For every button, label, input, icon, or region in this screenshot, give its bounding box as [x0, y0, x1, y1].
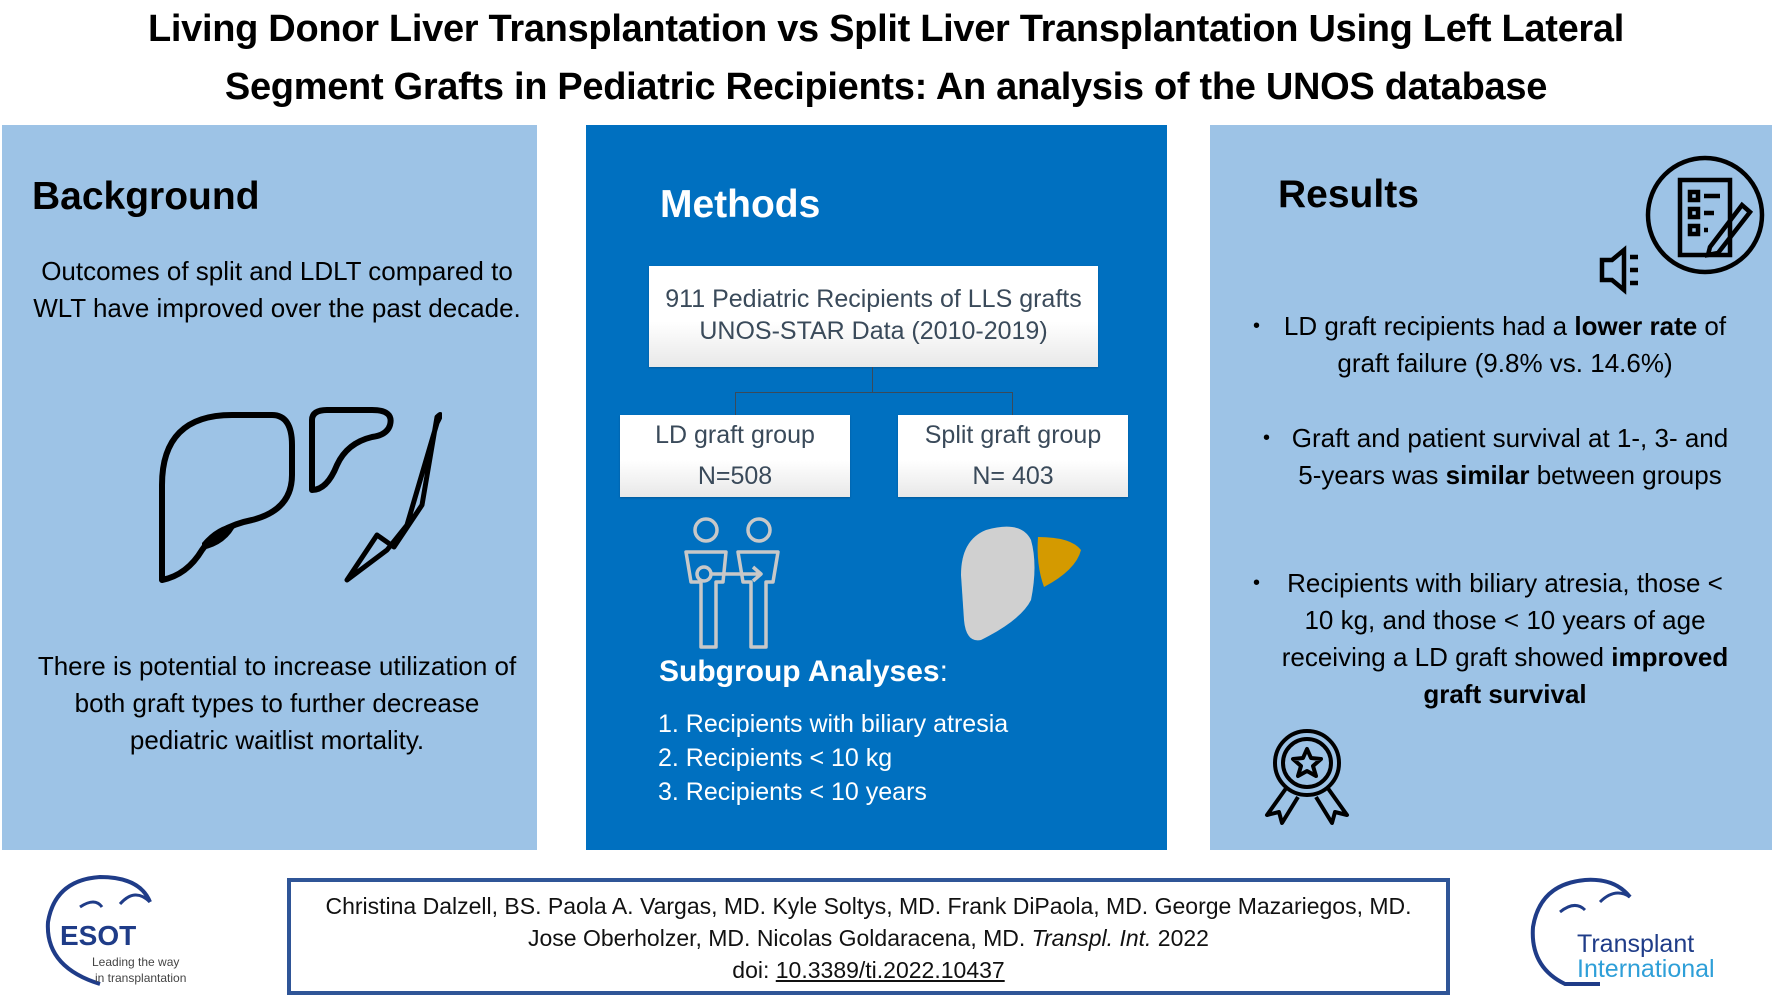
background-panel: Background Outcomes of split and LDLT co… [2, 125, 537, 850]
living-donor-icon [684, 517, 780, 649]
esot-name: ESOT [60, 920, 136, 951]
bullet-dot: • [1253, 572, 1261, 594]
bullet-text: Recipients with biliary atresia, those <… [1282, 568, 1729, 709]
bullet-text-segment: of graft failure (9.8% vs. 14.6%) [1337, 311, 1727, 378]
bullet-text-segment: between groups [1529, 460, 1722, 490]
group-label: LD graft group [655, 421, 815, 449]
methods-heading: Methods [660, 183, 821, 226]
bullet-text-segment: LD graft recipients had a [1283, 311, 1575, 341]
cohort-line-2: UNOS-STAR Data (2010-2019) [699, 317, 1048, 345]
group-count: N= 403 [972, 462, 1054, 490]
emphasis-text: improved graft survival [1423, 642, 1729, 709]
transplant-international-logo: Transplant International [1530, 877, 1715, 986]
emphasis-text: lower rate [1574, 311, 1698, 341]
ld-graft-group-box: LD graft group N=508 [620, 415, 850, 497]
background-text-outcomes: Outcomes of split and LDLT compared to W… [33, 256, 521, 323]
flow-connector [1012, 392, 1013, 415]
emphasis-text: similar [1445, 460, 1530, 490]
subgroup-list: 1. Recipients with biliary atresia 2. Re… [658, 707, 1008, 809]
journal-name: Transpl. Int. [1031, 925, 1152, 951]
doi-link[interactable]: 10.3389/ti.2022.10437 [775, 957, 1005, 983]
bullet-text-segment: Recipients with biliary atresia, those <… [1281, 568, 1723, 672]
award-ribbon-icon [1265, 729, 1349, 825]
split-liver-icon [961, 526, 1081, 641]
cohort-box: 911 Pediatric Recipients of LLS grafts U… [649, 266, 1098, 367]
bullet-dot: • [1253, 315, 1261, 337]
cohort-line-1: 911 Pediatric Recipients of LLS grafts [665, 285, 1082, 313]
citation-year: 2022 [1151, 925, 1209, 951]
bullet-dot: • [1263, 427, 1271, 449]
subgroup-item: 2. Recipients < 10 kg [658, 744, 893, 772]
esot-tagline-1: Leading the way [92, 955, 179, 969]
citation-authors-2-text: Jose Oberholzer, MD. Nicolas Goldaracena… [528, 925, 1032, 951]
flow-connector [872, 367, 873, 392]
esot-logo: ESOT Leading the way in transplantation [45, 874, 186, 986]
subgroup-item: 3. Recipients < 10 years [658, 778, 927, 806]
result-bullet: • Recipients with biliary atresia, those … [1253, 565, 1740, 713]
subgroup-heading-text: Subgroup Analyses [659, 655, 940, 688]
result-bullet: • LD graft recipients had a lower rate of… [1253, 308, 1740, 382]
citation-authors-1: Christina Dalzell, BS. Paola A. Vargas, … [325, 893, 1412, 919]
flow-connector [735, 392, 1013, 393]
liver-scalpel-icon [159, 407, 442, 583]
subgroup-item: 1. Recipients with biliary atresia [658, 710, 1009, 738]
methods-panel: Methods 911 Pediatric Recipients of LLS … [586, 125, 1167, 850]
esot-tagline-2: in transplantation [95, 971, 186, 985]
ti-line-1: Transplant [1577, 930, 1694, 958]
bullet-text: LD graft recipients had a lower rate of … [1284, 311, 1726, 378]
checklist-announcement-icon [1599, 155, 1765, 295]
bullet-text: Graft and patient survival at 1-, 3- and… [1292, 423, 1728, 490]
results-panel: Results • LD graft recipients had a lower… [1210, 125, 1772, 850]
result-bullet: • Graft and patient survival at 1-, 3- an… [1263, 420, 1740, 494]
split-graft-group-box: Split graft group N= 403 [898, 415, 1128, 497]
subgroup-heading: Subgroup Analyses: [659, 655, 948, 689]
background-text-potential: There is potential to increase utilizati… [37, 651, 517, 755]
results-heading: Results [1278, 173, 1419, 216]
background-heading: Background [32, 175, 260, 218]
group-label: Split graft group [924, 421, 1102, 449]
citation-doi: doi: 10.3389/ti.2022.10437 [291, 954, 1446, 986]
title-line-1: Living Donor Liver Transplantation vs Sp… [147, 8, 1625, 50]
doi-label: doi: [732, 957, 776, 983]
title-line-2: Segment Grafts in Pediatric Recipients: … [224, 66, 1548, 108]
subgroup-colon: : [939, 655, 948, 688]
infographic-title: Living Donor Liver Transplantation vs Sp… [0, 0, 1772, 120]
bullet-text-segment: Graft and patient survival at 1-, 3- and… [1291, 423, 1729, 490]
citation-authors-2: Jose Oberholzer, MD. Nicolas Goldaracena… [291, 922, 1446, 954]
flow-connector [735, 392, 736, 415]
ti-line-2: International [1577, 955, 1715, 983]
citation-box: Christina Dalzell, BS. Paola A. Vargas, … [287, 878, 1450, 995]
group-count: N=508 [697, 462, 773, 490]
